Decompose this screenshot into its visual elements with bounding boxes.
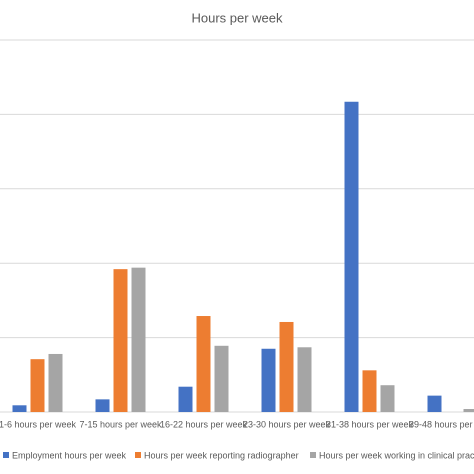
x-tick-label: 16-22 hours per week — [160, 419, 248, 429]
x-tick-label: 31-38 hours per week — [326, 419, 414, 429]
bar — [279, 321, 294, 412]
bar — [380, 385, 395, 412]
legend-label: Hours per week reporting radiographer — [144, 450, 299, 460]
x-tick-label: 39-48 hours per week — [409, 419, 474, 429]
bar — [261, 348, 276, 412]
bar — [95, 399, 110, 412]
legend-label: Employment hours per week — [12, 450, 127, 460]
legend-swatch — [310, 452, 316, 458]
x-tick-label: 7-15 hours per week — [79, 419, 162, 429]
bar — [297, 347, 312, 412]
bar — [131, 267, 146, 412]
x-tick-label: 23-30 hours per week — [243, 419, 331, 429]
bar — [30, 359, 45, 412]
bar — [196, 316, 211, 412]
bar — [113, 269, 128, 412]
bar — [362, 370, 377, 412]
legend-swatch — [3, 452, 9, 458]
x-tick-label: 1-6 hours per week — [0, 419, 77, 429]
bar — [12, 405, 27, 412]
bar — [463, 409, 474, 412]
bar — [427, 395, 442, 412]
bar — [214, 345, 229, 412]
bar — [344, 101, 359, 412]
chart-title: Hours per week — [191, 10, 283, 25]
legend-swatch — [135, 452, 141, 458]
bar — [178, 386, 193, 412]
bar — [48, 353, 63, 412]
legend-label: Hours per week working in clinical pract… — [319, 450, 474, 460]
